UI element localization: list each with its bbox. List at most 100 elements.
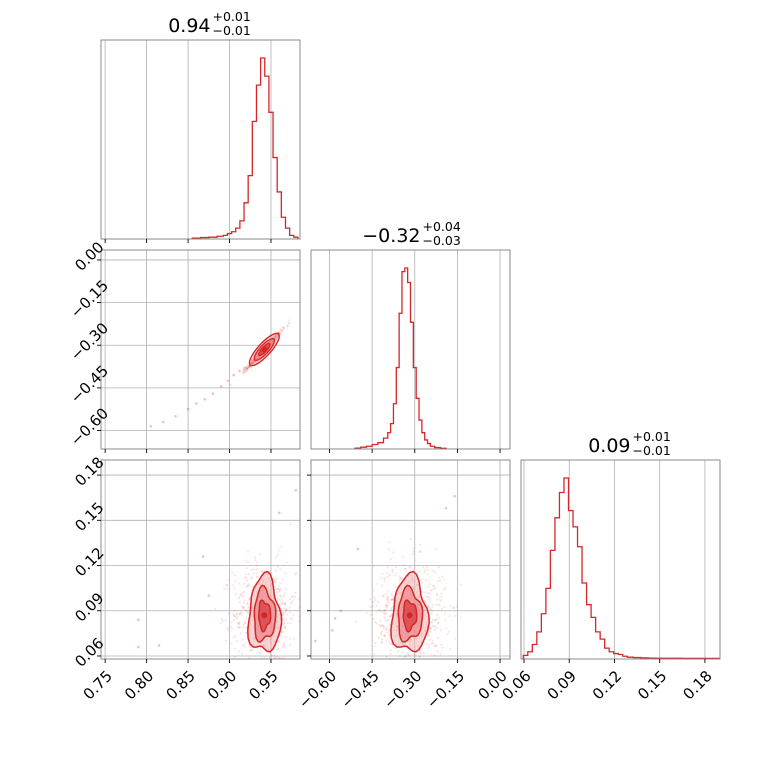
sample-point (262, 668, 264, 670)
x-tick-label: −0.30 (380, 667, 425, 712)
panel-background (311, 250, 510, 449)
sample-point (243, 645, 246, 648)
sample-point (258, 650, 261, 654)
sample-point (281, 598, 284, 601)
sample-point (439, 579, 442, 582)
sample-point (242, 372, 245, 375)
sample-point (418, 661, 420, 663)
sample-point (280, 631, 283, 634)
x-tick-label: 0.90 (204, 667, 240, 703)
sample-point (227, 612, 230, 615)
sample-point (384, 577, 387, 580)
sample-point (452, 606, 455, 609)
sample-point (246, 367, 249, 370)
outlier-point (157, 644, 161, 647)
sample-point (239, 612, 242, 615)
sample-point (376, 582, 379, 585)
sample-point (382, 625, 385, 628)
sample-point (247, 583, 250, 586)
sample-point (369, 605, 372, 608)
sample-point (407, 662, 409, 664)
sample-point (230, 642, 233, 645)
sample-point (246, 560, 250, 563)
panel-frame (100, 459, 301, 660)
sample-point (386, 572, 389, 575)
sample-point (247, 573, 251, 576)
sample-point (227, 579, 230, 582)
sample-point (247, 365, 251, 369)
sample-point (373, 596, 376, 600)
scatter-panel-1-2 (311, 460, 510, 667)
sample-point (281, 578, 284, 581)
sample-point (293, 595, 297, 598)
sample-point (429, 608, 433, 611)
sample-point (274, 587, 277, 591)
sample-point (283, 668, 285, 670)
sample-point (414, 654, 417, 657)
sample-point (378, 625, 382, 628)
sample-point (280, 657, 283, 659)
sample-point (243, 594, 246, 597)
outlier-point (453, 494, 456, 498)
sample-point (431, 665, 433, 667)
sample-point (242, 370, 245, 374)
sample-point (221, 617, 224, 620)
sample-point (245, 617, 248, 620)
sample-point (418, 570, 421, 573)
sample-point (412, 547, 415, 550)
sample-point (426, 595, 429, 598)
sample-point (404, 654, 408, 658)
sample-point (242, 606, 245, 609)
sample-point (242, 626, 245, 629)
sample-point (237, 623, 240, 626)
sample-point (290, 596, 293, 599)
sample-point (440, 593, 443, 596)
sample-point (246, 550, 250, 553)
sample-point (282, 612, 285, 615)
x-tick-label: 0.06 (498, 667, 534, 703)
sample-point (250, 648, 253, 652)
sample-point (278, 598, 281, 601)
sample-point (249, 365, 252, 368)
sample-point (233, 574, 236, 577)
sample-point (388, 601, 391, 604)
sample-point (426, 573, 429, 576)
sample-point (398, 575, 401, 578)
sample-point (404, 655, 407, 658)
sample-point (258, 553, 262, 556)
sample-point (436, 592, 439, 595)
sample-point (278, 603, 282, 606)
density-peak (406, 612, 413, 619)
title-upper-error: +0.04 (423, 219, 461, 234)
sample-point (430, 609, 433, 612)
sample-point (251, 648, 254, 651)
sample-point (219, 621, 222, 625)
sample-point (245, 610, 249, 613)
sample-point (442, 588, 446, 591)
sample-point (430, 621, 434, 624)
sample-point (241, 591, 244, 594)
x-tick-label: −0.45 (338, 667, 383, 712)
sample-point (233, 587, 237, 590)
sample-point (247, 605, 250, 609)
sample-point (235, 593, 238, 596)
sample-point (246, 584, 250, 587)
sample-point (284, 601, 287, 605)
sample-point (279, 327, 282, 331)
sample-point (372, 565, 375, 568)
sample-point (282, 644, 285, 647)
x-tick-label-group: −0.45 (338, 667, 383, 712)
sample-point (244, 559, 247, 562)
sample-point (260, 570, 263, 573)
outlier-point (137, 618, 140, 622)
sample-point (250, 667, 252, 669)
outlier-point (313, 639, 317, 643)
x-tick-label-group: 0.75 (80, 667, 116, 703)
sample-point (283, 327, 286, 330)
sample-point (381, 625, 384, 628)
sample-point (234, 634, 237, 637)
sample-point (289, 523, 292, 526)
sample-point (276, 655, 279, 659)
sample-point (276, 587, 279, 590)
sample-point (418, 655, 422, 658)
